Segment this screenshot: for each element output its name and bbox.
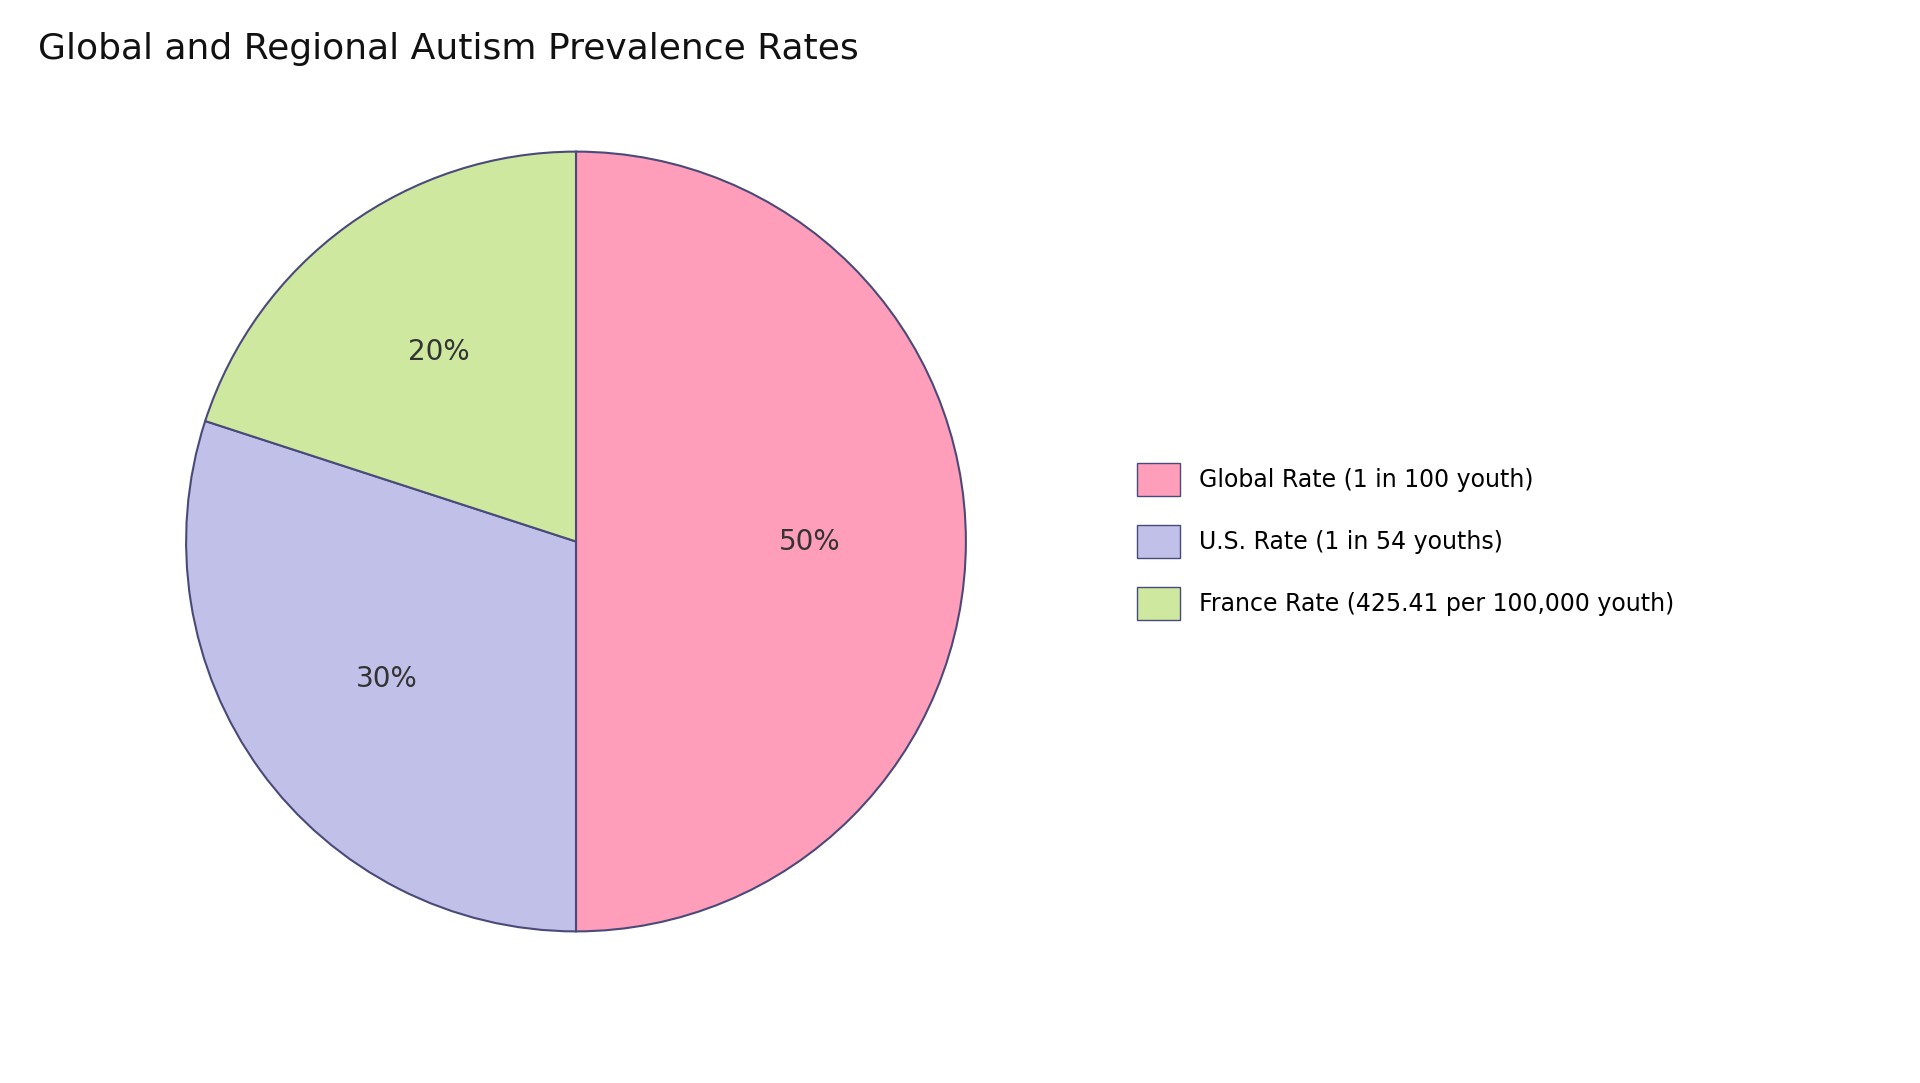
Text: Global and Regional Autism Prevalence Rates: Global and Regional Autism Prevalence Ra… xyxy=(38,32,858,66)
Legend: Global Rate (1 in 100 youth), U.S. Rate (1 in 54 youths), France Rate (425.41 pe: Global Rate (1 in 100 youth), U.S. Rate … xyxy=(1125,452,1686,631)
Text: 50%: 50% xyxy=(780,527,841,556)
Wedge shape xyxy=(205,152,576,542)
Wedge shape xyxy=(576,152,966,931)
Wedge shape xyxy=(186,421,576,931)
Text: 20%: 20% xyxy=(407,338,468,366)
Text: 30%: 30% xyxy=(355,665,419,693)
